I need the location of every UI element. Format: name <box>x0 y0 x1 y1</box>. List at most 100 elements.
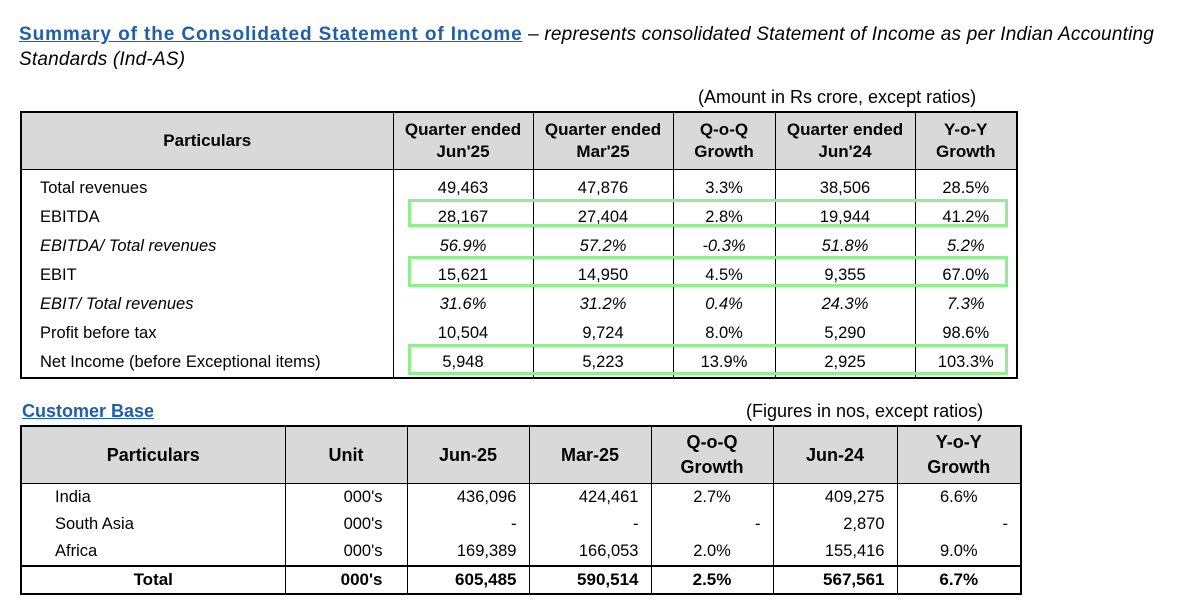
cell-value: 590,514 <box>528 565 651 594</box>
cell-value: 28,167 <box>392 203 533 232</box>
header-quarter-jun24: Quarter ended Jun'24 <box>774 111 916 170</box>
row-label: Profit before tax <box>40 324 157 342</box>
row-label: EBITDA <box>40 208 100 226</box>
header-qoq-growth: Q-o-Q Growth <box>672 111 776 170</box>
customer-base-table: Particulars Unit Jun-25 Mar-25 Q-o-Q Grow… <box>20 425 1022 595</box>
header-qoq-growth: Q-o-Q Growth <box>650 425 774 484</box>
cell-unit: 000's <box>284 565 407 594</box>
row-label: Total revenues <box>40 179 148 197</box>
cell-value: 47,876 <box>532 169 673 203</box>
cell-value: 9.0% <box>896 538 1021 566</box>
table-row: EBIT/ Total revenues 31.6% 31.2% 0.4% 24… <box>21 290 1017 319</box>
table-row: EBITDA 28,167 27,404 2.8% 19,944 41.2% <box>21 203 1017 232</box>
cell-unit: 000's <box>284 483 407 511</box>
row-label: EBITDA/ Total revenues <box>40 237 217 255</box>
cell-value: 0.4% <box>672 290 775 319</box>
row-label: Total <box>21 565 285 594</box>
statement-title: Summary of the Consolidated Statement of… <box>19 24 523 45</box>
row-label: EBIT/ Total revenues <box>40 295 194 313</box>
cell-value: 24.3% <box>774 290 915 319</box>
cell-value: 567,561 <box>772 565 897 594</box>
customer-unit-note: (Figures in nos, except ratios) <box>746 401 984 421</box>
cell-value: 103.3% <box>914 348 1017 378</box>
cell-value: 2,925 <box>774 348 915 378</box>
cell-value: 9,355 <box>774 261 915 290</box>
cell-value: 98.6% <box>914 319 1017 348</box>
cell-value: - <box>896 511 1021 538</box>
cell-value: 3.3% <box>672 169 775 203</box>
cell-value: 49,463 <box>392 169 533 203</box>
cell-value: 155,416 <box>772 538 897 566</box>
cell-value: 7.3% <box>914 290 1017 319</box>
header-jun25: Jun-25 <box>406 425 530 484</box>
cell-unit: 000's <box>284 511 407 538</box>
income-statement-table: Particulars Quarter ended Jun'25 Quarter … <box>20 111 1018 379</box>
income-unit-note: (Amount in Rs crore, except ratios) <box>698 87 977 107</box>
table-row: Total revenues 49,463 47,876 3.3% 38,506… <box>21 169 1017 203</box>
cell-value: 31.2% <box>532 290 673 319</box>
cell-value: 67.0% <box>914 261 1017 290</box>
cell-value: 10,504 <box>392 319 533 348</box>
statement-description: – represents consolidated Statement of I… <box>19 24 1155 70</box>
table-row: India 000's 436,096 424,461 2.7% 409,275… <box>21 483 1021 511</box>
row-label: South Asia <box>55 515 134 533</box>
cell-value: 5.2% <box>914 232 1017 261</box>
row-label: Africa <box>55 542 98 560</box>
cell-value: 41.2% <box>914 203 1017 232</box>
cell-unit: 000's <box>284 538 407 566</box>
table-row: EBIT 15,621 14,950 4.5% 9,355 67.0% <box>21 261 1017 290</box>
cell-value: 5,223 <box>532 348 673 378</box>
cell-value: - <box>406 511 529 538</box>
cell-value: 5,948 <box>392 348 533 378</box>
cell-value: 4.5% <box>672 261 775 290</box>
header-quarter-mar25: Quarter ended Mar'25 <box>532 111 674 170</box>
header-yoy-growth: Y-o-Y Growth <box>914 111 1018 170</box>
income-header-row: Particulars Quarter ended Jun'25 Quarter … <box>20 111 1018 170</box>
cell-value: 8.0% <box>672 319 775 348</box>
total-row: Total 000's 605,485 590,514 2.5% 567,561… <box>21 565 1021 594</box>
cell-value: 436,096 <box>406 483 529 511</box>
cell-value: 2.7% <box>650 483 773 511</box>
table-row: EBITDA/ Total revenues 56.9% 57.2% -0.3%… <box>21 232 1017 261</box>
cell-value: 27,404 <box>532 203 673 232</box>
header-particulars: Particulars <box>20 425 286 484</box>
cell-value: 169,389 <box>406 538 529 566</box>
cell-value: 6.6% <box>896 483 1021 511</box>
header-mar25: Mar-25 <box>528 425 652 484</box>
cell-value: 2,870 <box>772 511 897 538</box>
header-quarter-jun25: Quarter ended Jun'25 <box>392 111 534 170</box>
table-row: South Asia 000's - - - 2,870 - <box>21 511 1021 538</box>
cell-value: 57.2% <box>532 232 673 261</box>
cell-value: 51.8% <box>774 232 915 261</box>
cell-value: 5,290 <box>774 319 915 348</box>
cell-value: 13.9% <box>672 348 775 378</box>
cell-value: 9,724 <box>532 319 673 348</box>
cell-value: 2.0% <box>650 538 773 566</box>
cell-value: -0.3% <box>672 232 775 261</box>
customer-base-title: Customer Base <box>22 401 155 421</box>
cell-value: 409,275 <box>772 483 897 511</box>
header-particulars: Particulars <box>20 111 394 170</box>
table-row: Africa 000's 169,389 166,053 2.0% 155,41… <box>21 538 1021 566</box>
cell-value: 605,485 <box>406 565 529 594</box>
cell-value: 2.8% <box>672 203 775 232</box>
cell-value: 28.5% <box>914 169 1017 203</box>
cell-value: 424,461 <box>528 483 651 511</box>
cell-value: 31.6% <box>392 290 533 319</box>
header-jun24: Jun-24 <box>772 425 898 484</box>
row-label: Net Income (before Exceptional items) <box>40 353 321 371</box>
table-row: Net Income (before Exceptional items) 5,… <box>21 348 1017 378</box>
row-label: EBIT <box>40 266 77 284</box>
cell-value: 166,053 <box>528 538 651 566</box>
cell-value: - <box>528 511 651 538</box>
page-heading: Summary of the Consolidated Statement of… <box>19 22 1179 72</box>
row-label: India <box>55 488 91 506</box>
cell-value: 56.9% <box>392 232 533 261</box>
cell-value: 38,506 <box>774 169 915 203</box>
cell-value: 15,621 <box>392 261 533 290</box>
cell-value: - <box>650 511 773 538</box>
header-yoy-growth: Y-o-Y Growth <box>896 425 1022 484</box>
cell-value: 19,944 <box>774 203 915 232</box>
table-row: Profit before tax 10,504 9,724 8.0% 5,29… <box>21 319 1017 348</box>
customer-header-row: Particulars Unit Jun-25 Mar-25 Q-o-Q Grow… <box>20 425 1022 484</box>
